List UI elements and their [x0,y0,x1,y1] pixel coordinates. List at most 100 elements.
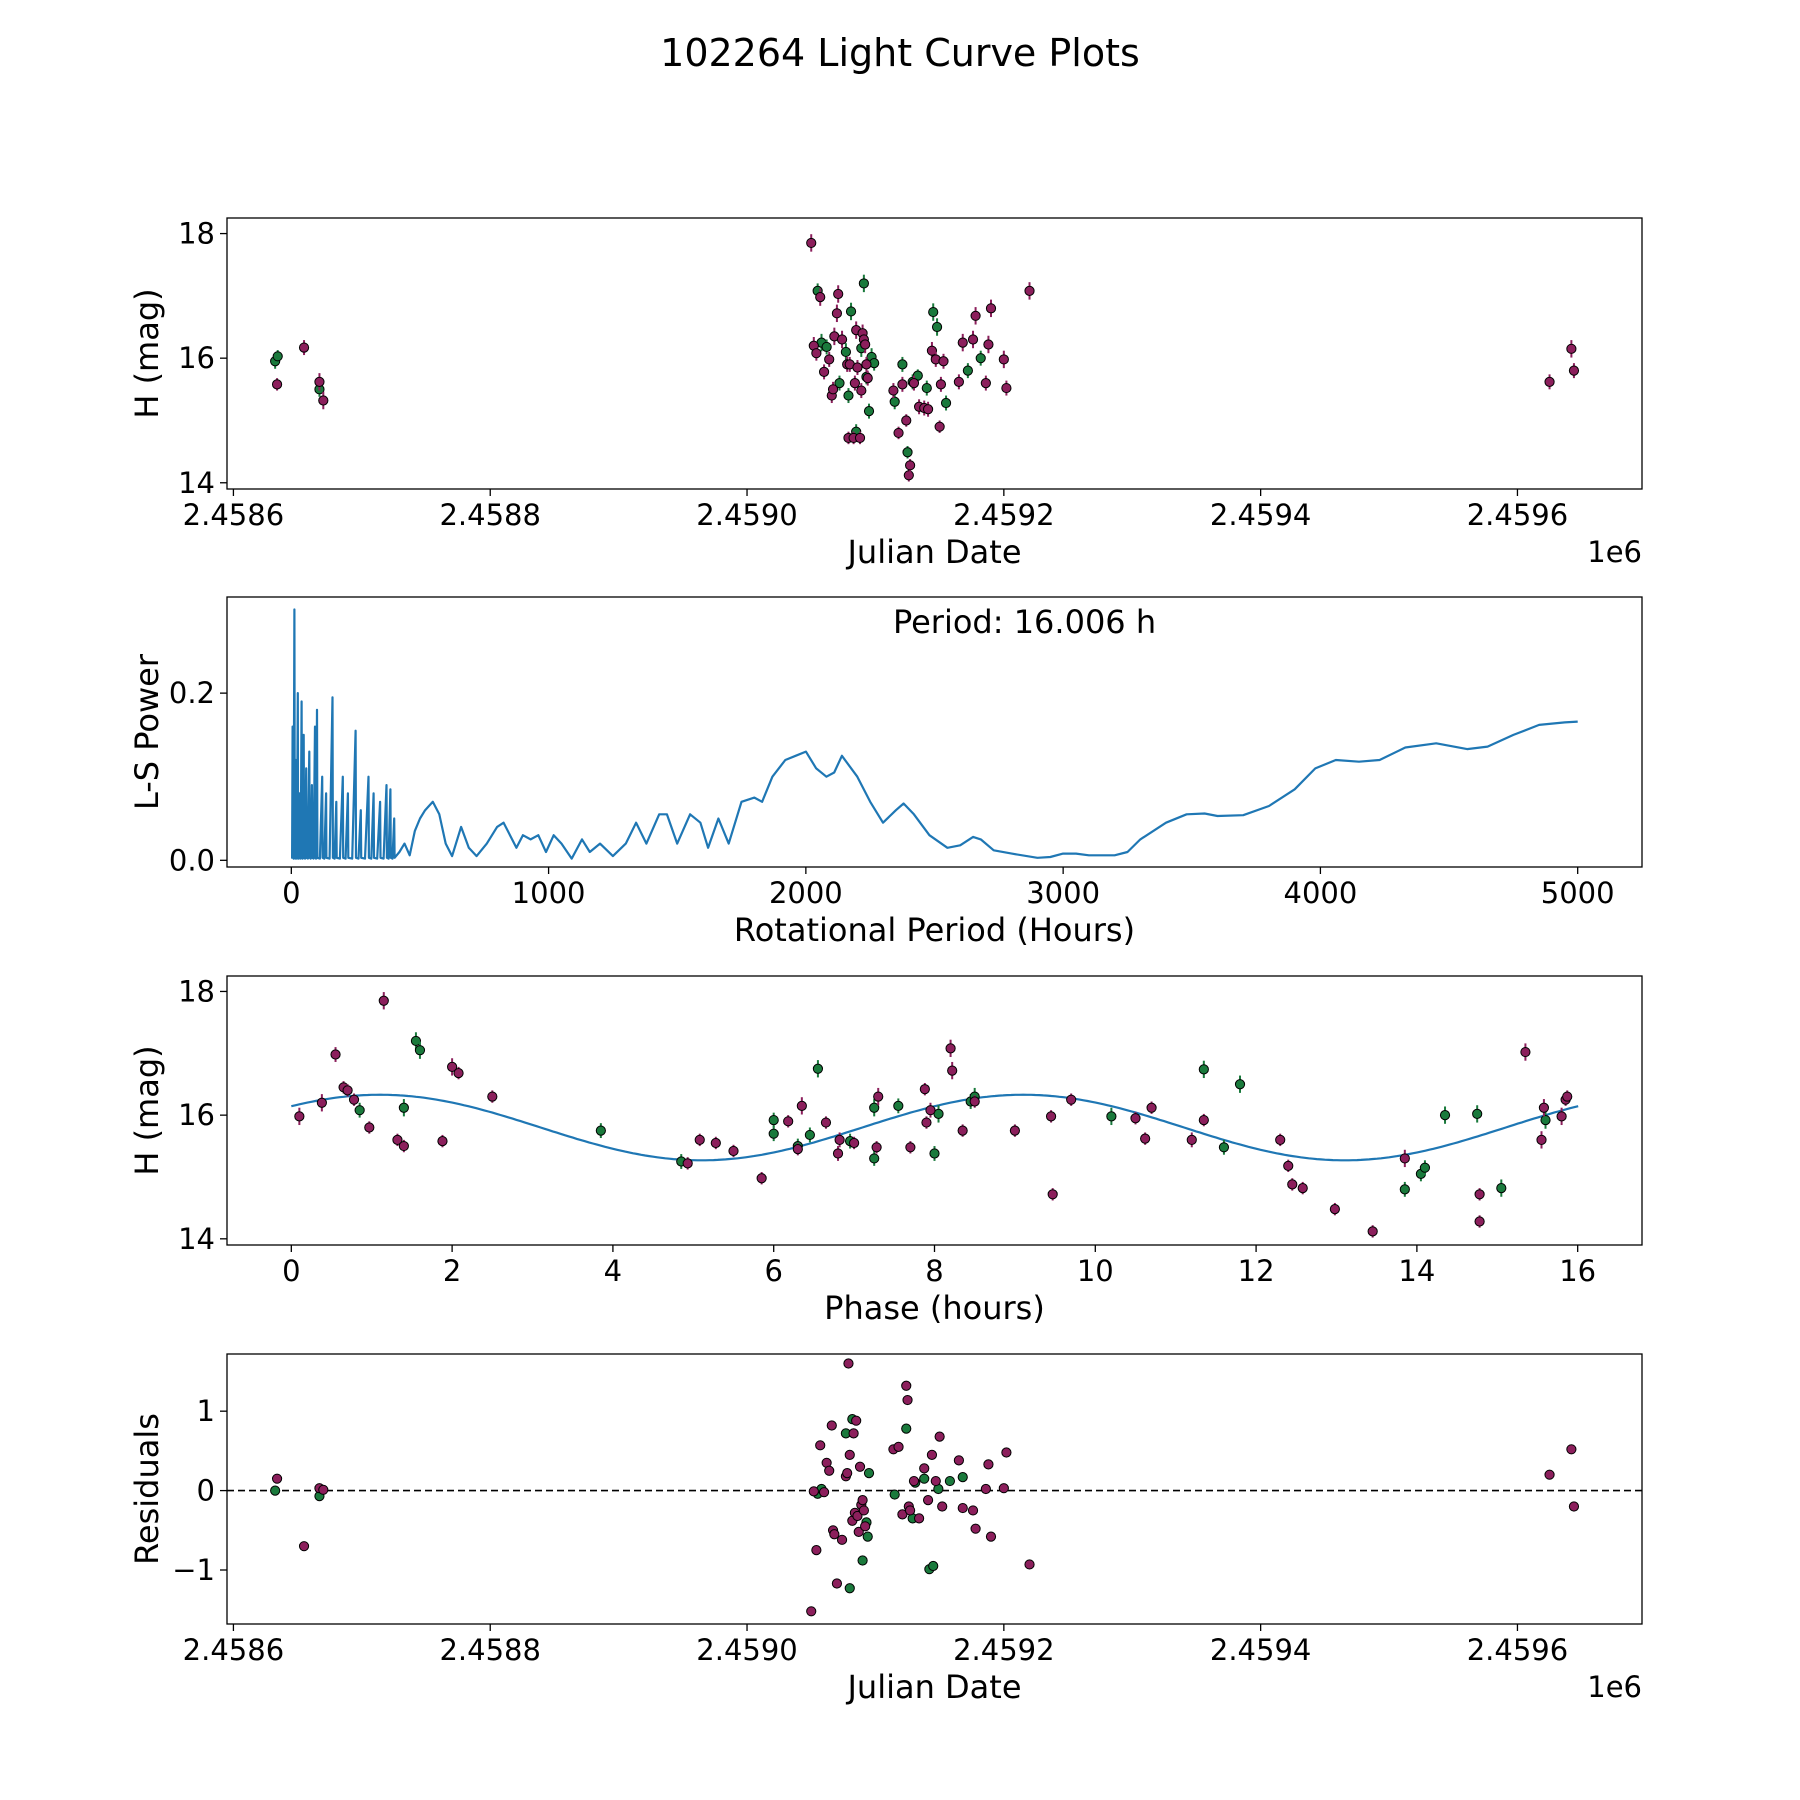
data-point [893,427,904,439]
data-point [869,1102,880,1113]
data-point [796,1100,807,1111]
data-point [856,385,867,396]
phased-x-axis-label: Phase (hours) [824,1289,1045,1327]
data-point [298,1541,310,1552]
data-point [921,1117,932,1128]
phased-y-axis-label: H (mag) [128,1045,166,1175]
data-point [1544,1469,1555,1480]
timeseries-frame [226,217,1643,490]
data-point [848,1428,859,1439]
data-point [812,1063,824,1074]
data-point [863,1468,875,1479]
data-point [985,303,997,314]
data-point [1186,1134,1197,1145]
data-point [901,415,912,426]
data-point [756,1173,767,1184]
data-point [783,1116,794,1127]
data-point [1234,1079,1246,1090]
x-tick-label: 2.4596 [1467,498,1568,532]
data-point [944,1475,956,1487]
data-point [833,288,844,300]
data-point [925,1105,936,1116]
timeseries-x-axis-label: Julian Date [845,533,1021,571]
data-point [967,334,979,345]
data-point [804,1129,815,1141]
data-point [858,278,869,289]
data-point [453,1067,464,1079]
data-point [487,1091,498,1102]
data-point [928,1560,939,1572]
data-point [901,1423,912,1434]
data-point [806,237,817,249]
data-point [922,1495,934,1506]
data-point [849,377,860,389]
x-tick-label: 16 [1559,1254,1596,1288]
y-tick-label: 0.0 [169,843,215,877]
data-point [969,1096,980,1107]
data-point [824,354,835,365]
data-point [1297,1183,1308,1194]
data-point [1568,1501,1580,1512]
data-point [1283,1160,1294,1171]
data-point [926,345,938,356]
x-tick-label: 2.4590 [696,498,797,532]
data-point [934,1431,945,1442]
data-point [1540,1114,1551,1126]
y-tick-label: 14 [178,1222,215,1256]
data-point [844,1583,855,1594]
data-point [437,1136,448,1147]
data-point [818,366,830,377]
data-point [967,1505,979,1516]
data-point [1399,1153,1410,1164]
data-point [940,397,952,409]
timeseries-series-green [270,274,986,459]
data-point [905,1505,916,1516]
data-point [893,1441,904,1453]
data-point [1218,1142,1230,1153]
data-point [947,1065,958,1076]
x-tick-label: 2.4588 [439,1633,540,1667]
data-point [975,353,986,364]
data-point [930,1475,941,1487]
data-point [294,1111,305,1122]
data-point [1130,1113,1141,1124]
data-point [1001,1447,1012,1458]
data-point [953,1455,964,1466]
data-point [902,1394,913,1406]
data-point [272,351,283,362]
panel-timeseries: 2.4586 2.4588 2.4590 2.4592 2.4594 2.4596 14 16… [128,217,1643,571]
data-point [595,1125,606,1136]
data-point [808,1486,819,1497]
data-point [1198,1064,1209,1075]
data-point [843,390,854,401]
data-point [821,341,832,353]
x-tick-label: 2 [443,1254,461,1288]
data-point [270,1485,281,1496]
data-point [869,1153,880,1164]
data-point [957,1125,968,1136]
periodogram-plot-area [291,608,1578,860]
data-point [860,339,871,350]
panel-residuals: 2.4586 2.4588 2.4590 2.4592 2.4594 2.4596 −1 0 1… [128,1353,1643,1706]
model-fit-line [291,1093,1579,1162]
data-point [1399,1184,1410,1195]
data-point [410,1035,422,1047]
data-point [953,376,964,387]
figure-title: 102264 Light Curve Plots [660,31,1140,75]
data-point [851,1415,862,1426]
data-point [1419,1162,1431,1173]
phased-series-magenta [294,992,1573,1238]
data-point [853,1526,864,1537]
data-point [1024,285,1035,296]
data-point [908,1475,920,1487]
data-point [871,1142,882,1153]
data-point [860,1521,871,1532]
x-tick-label: 2.4594 [1210,498,1311,532]
panels: 2.4586 2.4588 2.4590 2.4592 2.4594 2.45961416… [128,217,1643,1706]
data-point [364,1122,375,1133]
data-point [935,379,947,390]
periodogram-y-axis-label: L-S Power [128,653,166,810]
data-point [938,356,949,367]
data-point [893,1100,904,1111]
